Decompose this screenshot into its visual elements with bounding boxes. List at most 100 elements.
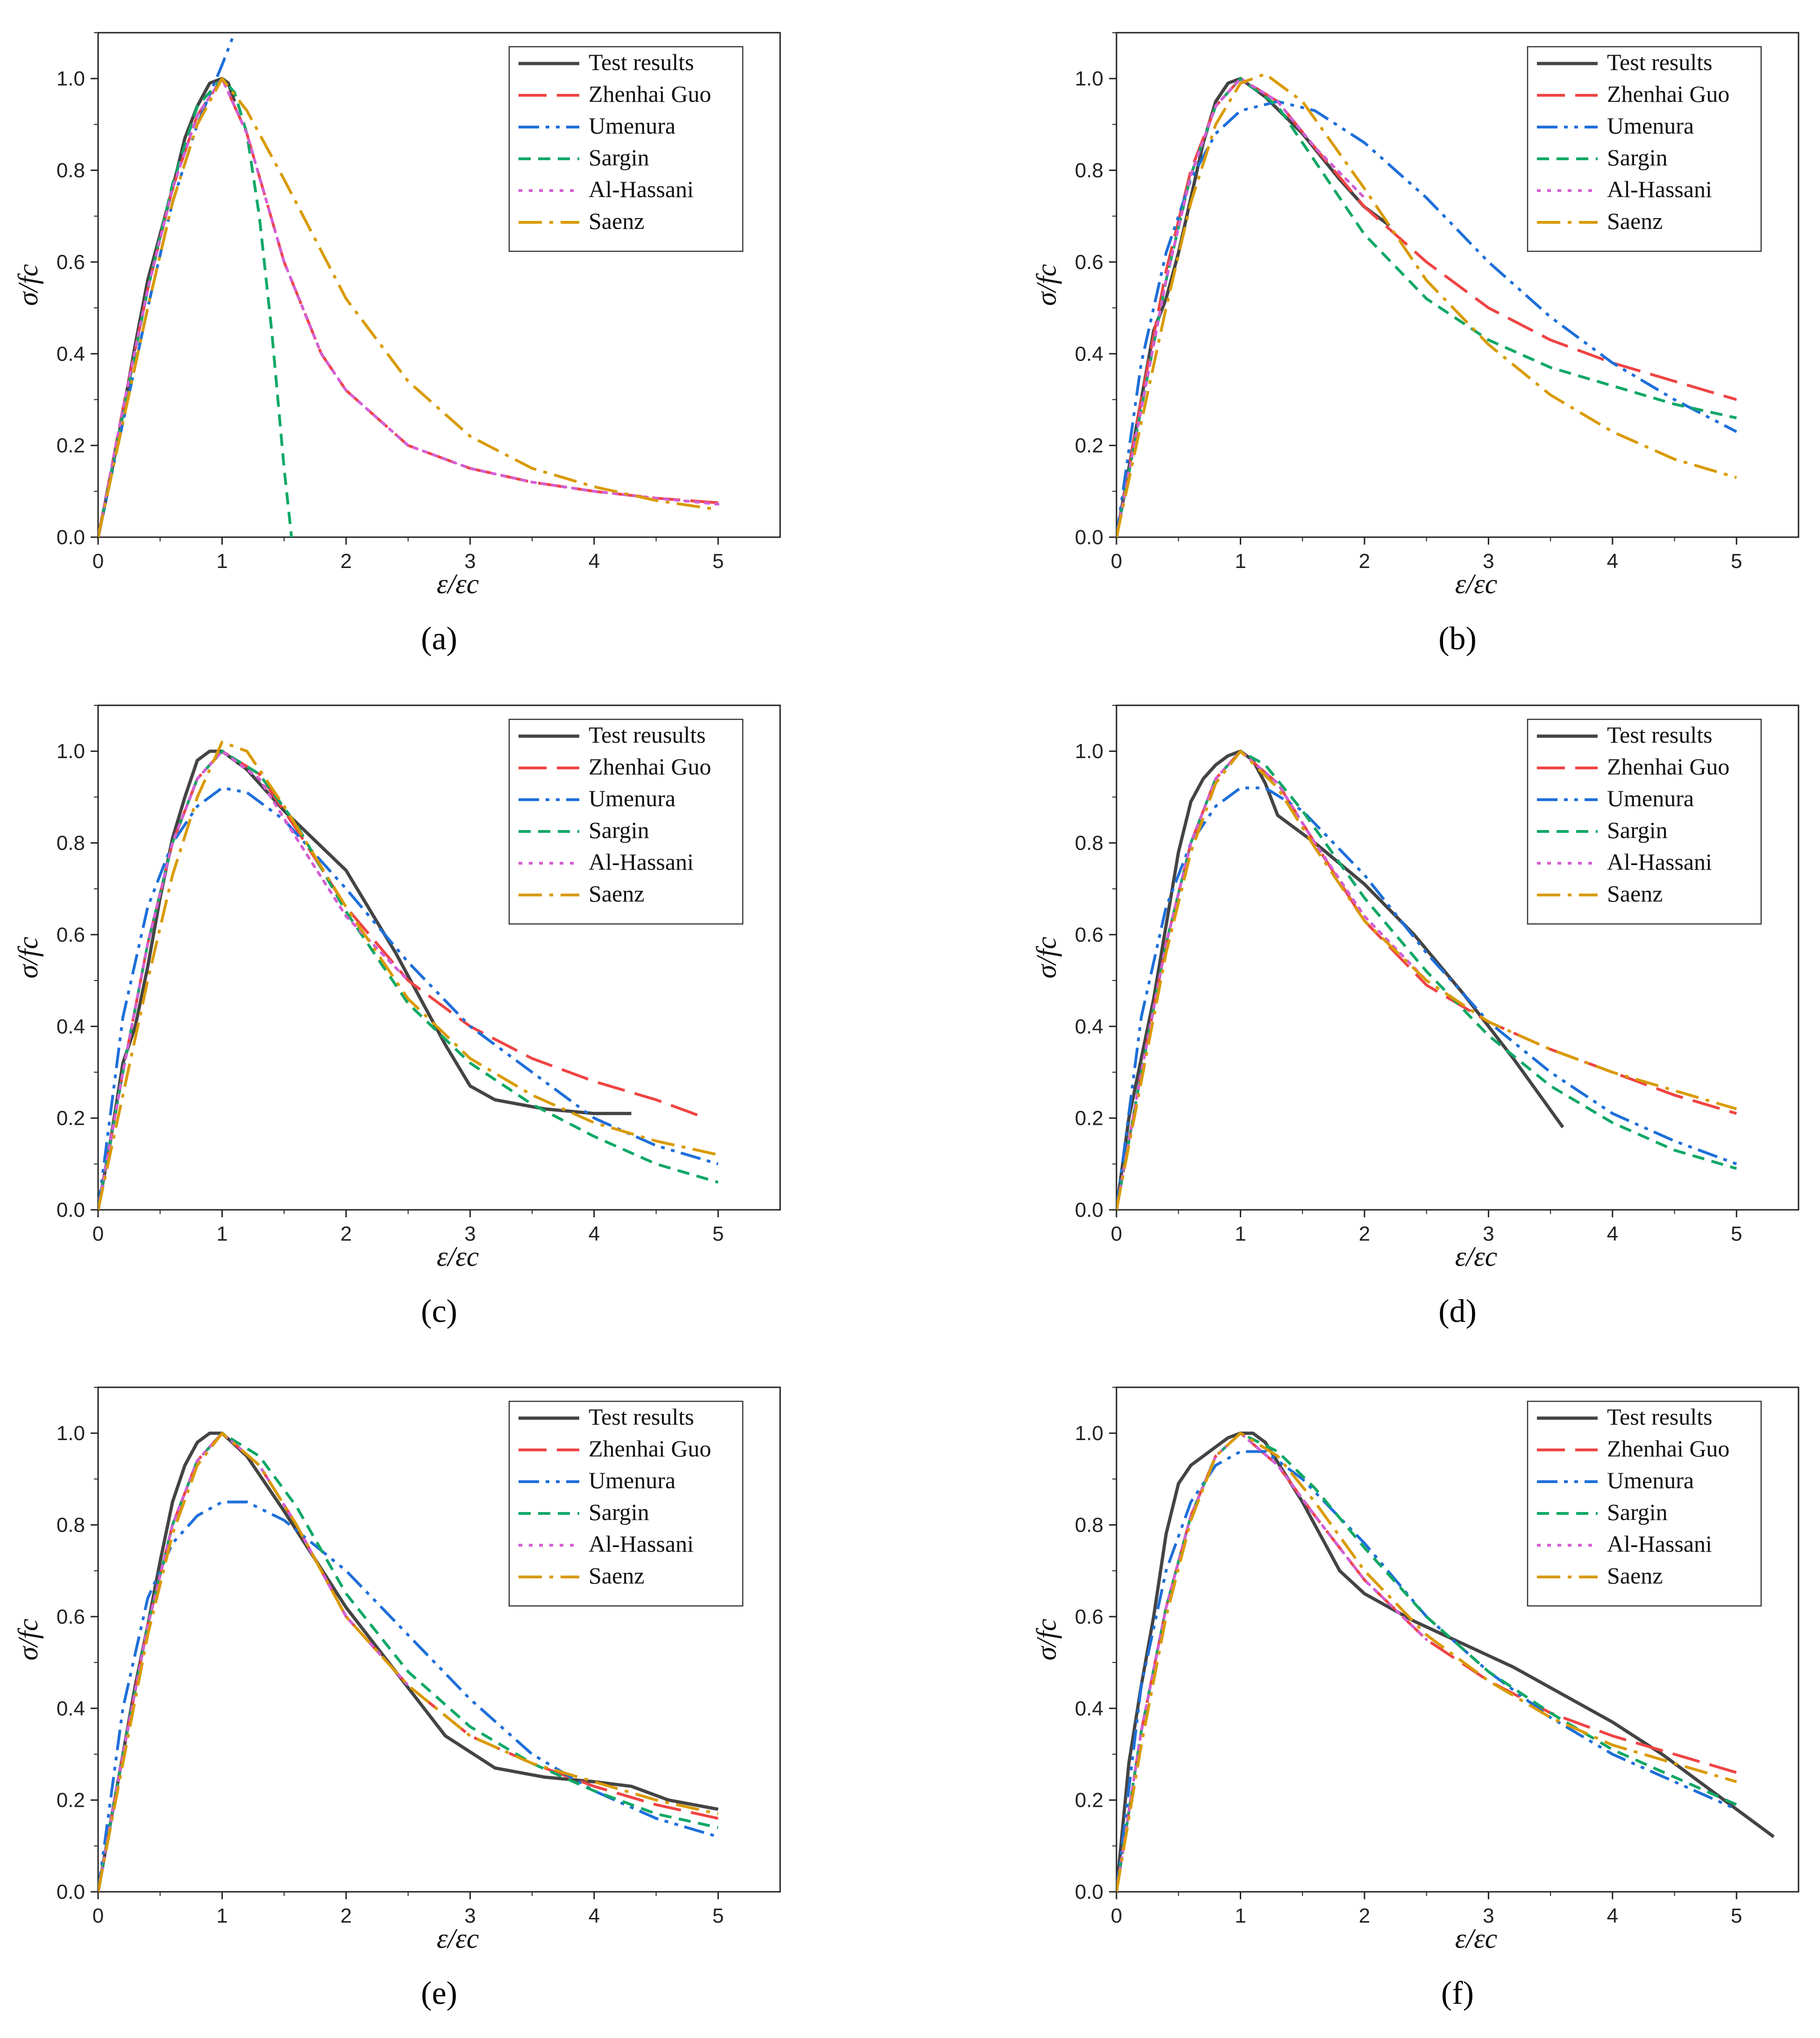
x-tick-label: 0 (92, 1222, 104, 1245)
series-line-saenz (1116, 750, 1737, 1210)
series-line-saenz (98, 740, 718, 1210)
legend: Test reusults Zhenhai Guo Umenura Sargin Al-… (508, 718, 744, 925)
x-tick-label: 4 (589, 1222, 600, 1245)
chart-panel-a: 0 1 2 3 4 5 0.0 0.2 0.4 0.6 0.8 1.0 ε/εc σ/fc (a) Test … (13, 32, 781, 657)
x-tick-label: 4 (1607, 1222, 1618, 1245)
series-line-al-hassani (1116, 750, 1428, 1210)
series-line-zhenhai-guo (98, 750, 706, 1210)
series-line-saenz (1116, 72, 1737, 537)
legend-entry: Zhenhai Guo (589, 753, 711, 780)
legend-entry: Sargin (589, 144, 649, 170)
x-axis-label: ε/εc (437, 568, 479, 599)
x-tick-label: 3 (464, 1904, 476, 1927)
y-tick-label: 0.4 (57, 1697, 85, 1720)
series-group (98, 740, 719, 1210)
y-tick-label: 0.6 (57, 1605, 85, 1628)
x-tick-label: 3 (1483, 1222, 1494, 1245)
y-tick-label: 0.2 (57, 434, 85, 457)
legend-entry: Test reusults (589, 722, 706, 748)
x-tick-label: 1 (216, 1222, 228, 1245)
series-line-saenz (98, 1432, 718, 1892)
panel-label: (e) (421, 1975, 457, 2011)
x-tick-label: 0 (1111, 550, 1122, 573)
y-tick-label: 0.6 (1075, 1605, 1103, 1628)
y-tick-label: 0.4 (1075, 1697, 1103, 1720)
legend-entry: Sargin (589, 817, 649, 843)
legend-entry: Umenura (589, 113, 675, 139)
y-axis-label: σ/fc (13, 937, 43, 979)
legend-box (1527, 1400, 1762, 1607)
series-line-sargin (98, 750, 719, 1210)
series-line-test-results (1116, 1431, 1775, 1892)
legend-entry: Al-Hassani (589, 849, 694, 875)
x-tick-label: 4 (589, 550, 600, 573)
series-line-sargin (1116, 750, 1737, 1210)
legend-entry: Al-Hassani (589, 176, 694, 202)
y-tick-label: 0.4 (57, 342, 85, 365)
x-tick-label: 1 (1235, 1222, 1246, 1245)
series-group (98, 33, 720, 537)
series-line-umenura (1116, 100, 1737, 537)
y-tick-label: 0.2 (1075, 1789, 1103, 1812)
x-tick-label: 1 (216, 1904, 228, 1927)
plot-frame (1116, 1386, 1799, 1893)
legend-entry: Saenz (1607, 881, 1663, 907)
x-tick-label: 2 (1359, 550, 1370, 573)
legend-entry: Test results (1607, 49, 1713, 75)
x-axis-label: ε/εc (437, 1241, 479, 1272)
legend-entry: Al-Hassani (1607, 1531, 1712, 1557)
x-tick-label: 5 (712, 550, 724, 573)
legend-entry: Sargin (1607, 1499, 1668, 1525)
panel-label: (b) (1438, 621, 1477, 657)
y-tick-label: 1.0 (1075, 1422, 1103, 1445)
legend-entry: Zhenhai Guo (589, 1435, 711, 1462)
plot-frame (1116, 32, 1799, 538)
x-tick-label: 1 (1235, 1904, 1246, 1927)
x-tick-label: 1 (216, 550, 228, 573)
y-axis-label: σ/fc (1031, 937, 1062, 979)
chart-panel-c: 0 1 2 3 4 5 0.0 0.2 0.4 0.6 0.8 1.0 ε/εc σ/fc (c) Test … (13, 704, 781, 1329)
legend-box (508, 718, 744, 925)
y-tick-label: 0.6 (57, 923, 85, 946)
legend-entry: Zhenhai Guo (1607, 1435, 1729, 1462)
y-tick-label: 0.0 (57, 1199, 85, 1221)
y-tick-label: 0.0 (1075, 1199, 1103, 1221)
legend-entry: Sargin (589, 1499, 649, 1525)
series-line-sargin (98, 1432, 718, 1892)
y-tick-label: 0.8 (57, 1514, 85, 1537)
series-line-al-hassani (98, 750, 410, 1210)
chart-panel-e: 0 1 2 3 4 5 0.0 0.2 0.4 0.6 0.8 1.0 ε/εc σ/fc (e) Test … (13, 1386, 781, 2011)
series-line-zhenhai-guo (1116, 77, 1737, 537)
legend: Test results Zhenhai Guo Umenura Sargin Al-H… (1527, 718, 1762, 925)
legend-entry: Saenz (1607, 208, 1663, 234)
y-axis-label: σ/fc (1031, 1619, 1062, 1661)
y-tick-label: 0.6 (57, 251, 85, 274)
legend-entry: Test results (589, 49, 694, 75)
x-axis-label: ε/εc (1455, 1241, 1498, 1272)
y-tick-label: 1.0 (57, 1422, 85, 1445)
legend-entry: Sargin (1607, 144, 1668, 170)
x-tick-label: 1 (1235, 550, 1246, 573)
series-line-al-hassani (1116, 77, 1366, 537)
panel-label: (f) (1441, 1975, 1474, 2011)
legend-entry: Umenura (1607, 1467, 1694, 1493)
y-tick-label: 0.8 (1075, 832, 1103, 855)
x-tick-label: 5 (712, 1904, 724, 1927)
legend: Test results Zhenhai Guo Umenura Sargin Al-H… (508, 1400, 744, 1607)
y-axis-label: σ/fc (13, 1619, 43, 1661)
y-tick-label: 0.2 (57, 1789, 85, 1812)
x-tick-label: 0 (1111, 1904, 1122, 1927)
legend: Test results Zhenhai Guo Umenura Sargin Al-H… (1527, 1400, 1762, 1607)
x-tick-label: 4 (1607, 1904, 1618, 1927)
plot-frame (97, 1386, 781, 1893)
series-line-al-hassani (98, 77, 720, 537)
y-tick-label: 0.2 (57, 1107, 85, 1130)
x-axis-label: ε/εc (1455, 1923, 1498, 1954)
legend-entry: Umenura (589, 1467, 675, 1493)
chart-panel-d: 0 1 2 3 4 5 0.0 0.2 0.4 0.6 0.8 1.0 ε/εc σ/fc (d) Test … (1031, 704, 1799, 1329)
y-tick-label: 1.0 (57, 67, 85, 90)
y-tick-label: 0.2 (1075, 1107, 1103, 1130)
legend-entry: Test results (1607, 1404, 1713, 1430)
